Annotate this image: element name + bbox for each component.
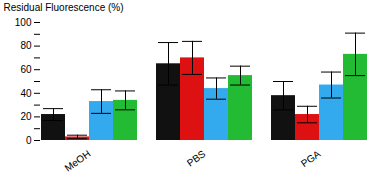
svg-text:PGA: PGA: [299, 148, 323, 169]
svg-text:40: 40: [20, 88, 32, 99]
svg-text:60: 60: [20, 64, 32, 75]
svg-text:MeOH: MeOH: [62, 148, 92, 174]
svg-text:100: 100: [15, 17, 32, 28]
svg-text:20: 20: [20, 111, 32, 122]
svg-text:0: 0: [26, 135, 32, 146]
svg-text:Residual Fluorescence (%): Residual Fluorescence (%): [4, 2, 124, 13]
svg-text:80: 80: [20, 40, 32, 51]
svg-text:PBS: PBS: [185, 148, 208, 169]
